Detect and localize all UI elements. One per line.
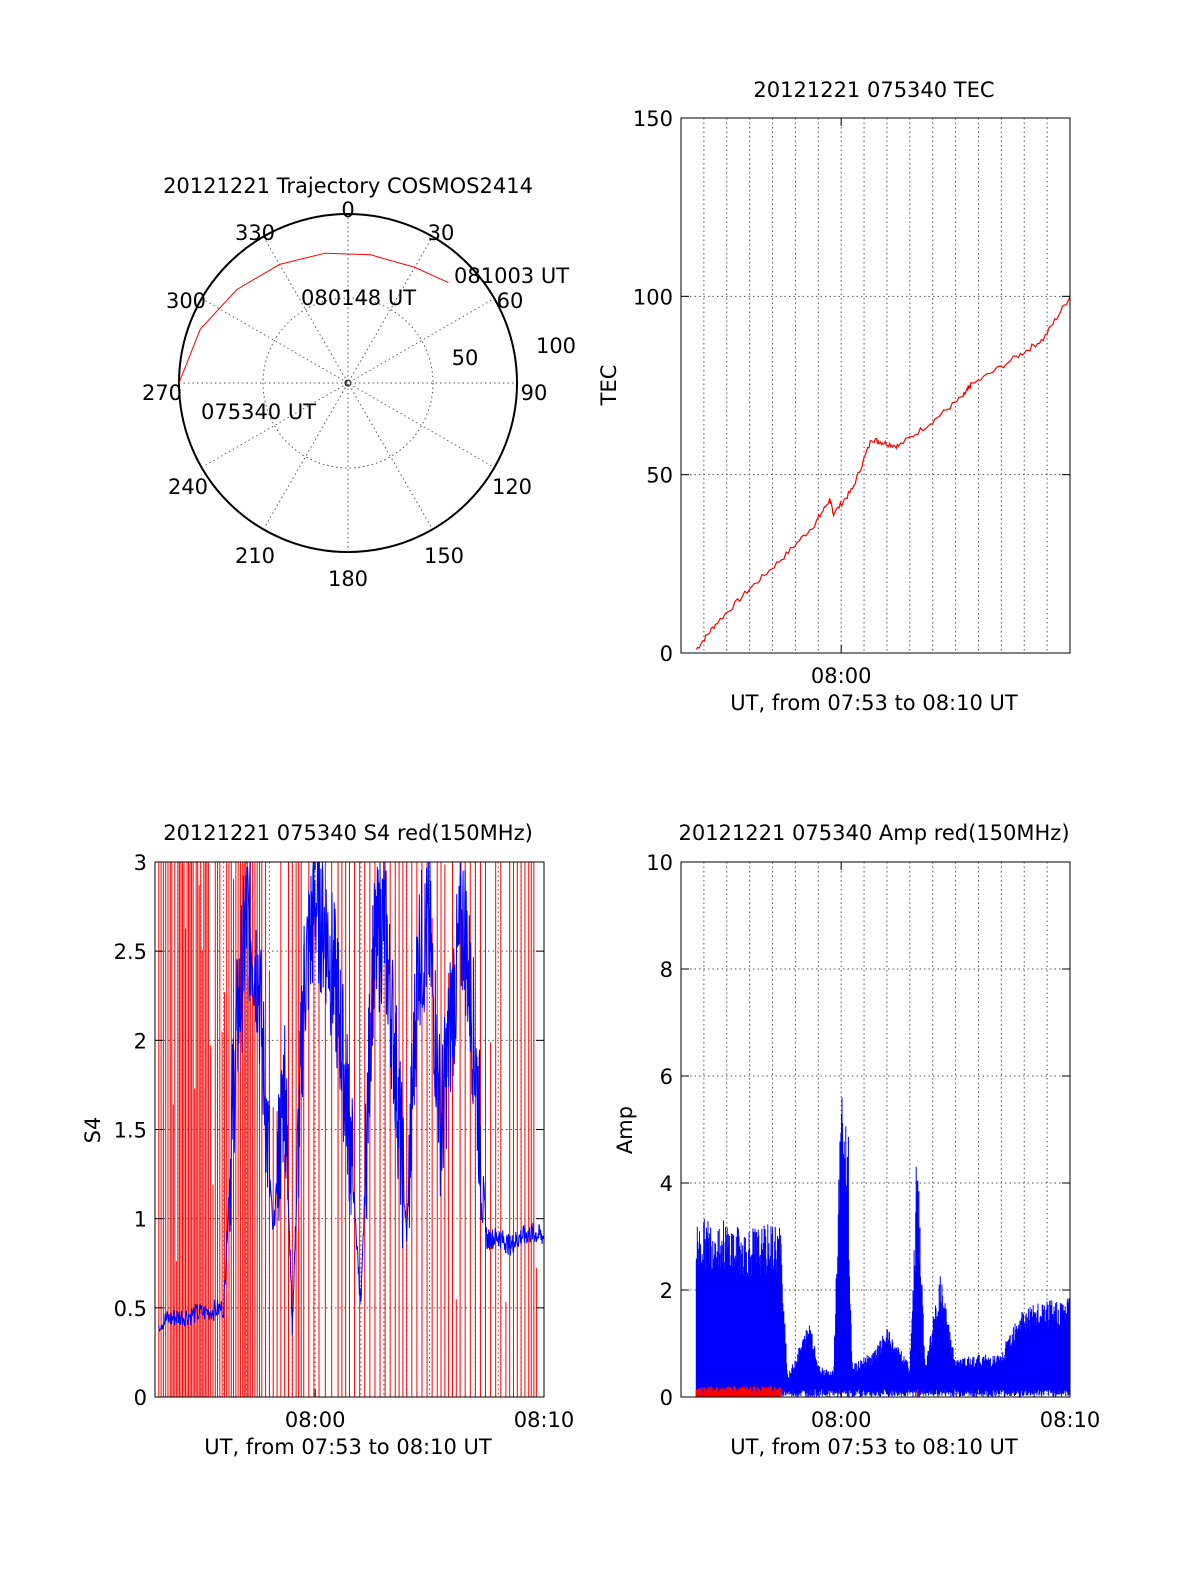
tec-xtick-label: 08:00 [811, 664, 872, 688]
s4-ylabel: S4 [81, 1117, 105, 1144]
tec-ytick-label: 150 [633, 107, 673, 131]
s4-xtick-label: 08:00 [285, 1408, 346, 1432]
tec-title: 20121221 075340 TEC [753, 78, 994, 102]
azimuth-label-240: 240 [168, 475, 208, 499]
polar-ring-50 [262, 297, 434, 469]
azimuth-label-120: 120 [492, 475, 532, 499]
tec-grid [681, 118, 1070, 653]
amp-xtick-label: 08:10 [1040, 1408, 1101, 1432]
s4-ytick-label: 0 [134, 1386, 147, 1410]
tec-xlabel: UT, from 07:53 to 08:10 UT [730, 691, 1018, 715]
s4-xlabel: UT, from 07:53 to 08:10 UT [204, 1435, 492, 1459]
amp-ytick-label: 8 [660, 958, 673, 982]
trajectory-annotations: 075340 UT 080148 UT 081003 UT [201, 264, 569, 424]
azimuth-label-150: 150 [424, 544, 464, 568]
amp-ticks: 0 2 4 6 8 10 08:00 08:10 [646, 851, 1100, 1432]
polar-azimuth-labels: 0 30 60 90 120 150 180 210 240 270 300 330 50 100 [142, 198, 576, 591]
amp-ytick-label: 10 [646, 851, 673, 875]
amp-frame [680, 861, 1071, 1398]
tec-ticks: 0 50 100 150 08:00 [633, 107, 1070, 688]
amp-red-line [695, 1386, 919, 1397]
s4-series [158, 861, 545, 1397]
s4-blue-line [158, 861, 545, 1335]
s4-title: 20121221 075340 S4 red(150MHz) [163, 821, 533, 845]
ring-label-50: 50 [452, 346, 479, 370]
amp-xtick-label: 08:00 [811, 1408, 872, 1432]
azimuth-label-270: 270 [142, 381, 182, 405]
tec-panel: 20121221 075340 TEC 0 50 100 150 08:00 TEC U… [597, 78, 1071, 715]
s4-panel: 20121221 075340 S4 red(150MHz) 0 0.5 1 1.5 2… [81, 821, 574, 1459]
azimuth-label-60: 60 [497, 289, 524, 313]
azimuth-label-90: 90 [521, 381, 548, 405]
annotation-mid: 080148 UT [301, 286, 416, 310]
tec-ylabel: TEC [597, 365, 621, 407]
tec-line [695, 296, 1071, 650]
tec-ytick-label: 0 [660, 642, 673, 666]
annotation-end: 081003 UT [454, 264, 569, 288]
amp-ytick-label: 0 [660, 1386, 673, 1410]
s4-ytick-label: 1 [134, 1208, 147, 1232]
s4-ytick-label: 0.5 [114, 1297, 147, 1321]
tec-ytick-label: 100 [633, 285, 673, 309]
s4-ytick-label: 3 [134, 851, 147, 875]
s4-ytick-label: 1.5 [114, 1119, 147, 1143]
amp-ytick-label: 2 [660, 1279, 673, 1303]
azimuth-label-180: 180 [328, 567, 368, 591]
ring-label-100: 100 [536, 334, 576, 358]
s4-ytick-label: 2 [134, 1029, 147, 1053]
polar-title: 20121221 Trajectory COSMOS2414 [163, 174, 533, 198]
amp-panel: 20121221 075340 Amp red(150MHz) 02468100… [613, 821, 1100, 1459]
azimuth-label-30: 30 [428, 221, 455, 245]
annotation-start: 075340 UT [201, 400, 316, 424]
azimuth-label-300: 300 [166, 289, 206, 313]
amp-title: 20121221 075340 Amp red(150MHz) [678, 821, 1069, 845]
s4-ticks: 0 0.5 1 1.5 2 2.5 3 08:00 08:10 [114, 851, 575, 1432]
azimuth-label-0: 0 [341, 198, 354, 222]
tec-frame [680, 117, 1071, 654]
s4-xtick-label: 08:10 [514, 1408, 575, 1432]
tec-series [695, 296, 1071, 650]
s4-ytick-label: 2.5 [114, 940, 147, 964]
trajectory-line [178, 252, 449, 384]
azimuth-label-330: 330 [235, 221, 275, 245]
azimuth-label-210: 210 [235, 544, 275, 568]
amp-ytick-label: 6 [660, 1065, 673, 1089]
amp-blue-line [695, 1097, 1071, 1397]
amp-xlabel: UT, from 07:53 to 08:10 UT [730, 1435, 1018, 1459]
amp-series [695, 1097, 1071, 1397]
amp-ytick-label: 4 [660, 1172, 673, 1196]
tec-ytick-label: 50 [646, 464, 673, 488]
amp-ylabel: Amp [613, 1106, 637, 1154]
polar-panel: 20121221 Trajectory COSMOS2414 0 30 60 90 12… [142, 174, 576, 591]
